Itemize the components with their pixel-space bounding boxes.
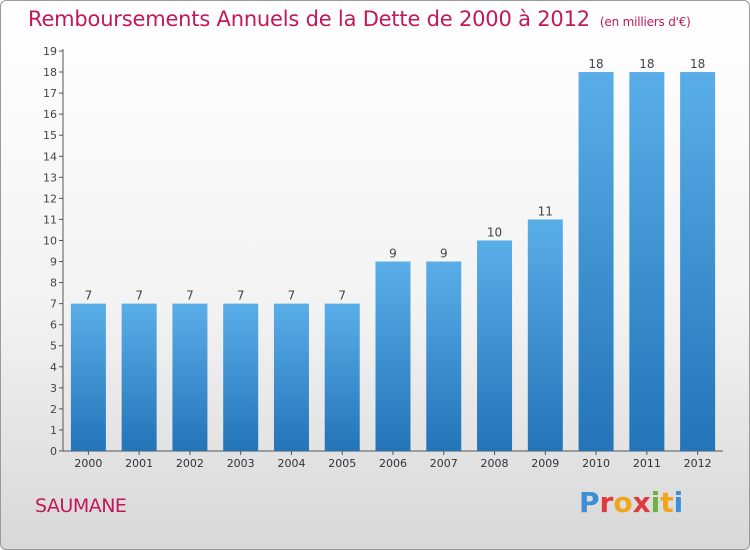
chart-data-labels: 7 7 7 7 7 7 9 9 10 11 18 18 18 xyxy=(85,57,706,303)
bar-value-label: 7 xyxy=(338,289,346,303)
x-tick-label: 2008 xyxy=(481,457,509,470)
bar-value-label: 11 xyxy=(538,204,553,218)
x-tick-label: 2009 xyxy=(531,457,559,470)
x-tick-label: 2011 xyxy=(633,457,661,470)
bar xyxy=(578,72,614,451)
bar-value-label: 7 xyxy=(288,289,296,303)
chart-title: Remboursements Annuels de la Dette de 20… xyxy=(28,7,691,31)
y-tick-label: 18 xyxy=(43,66,57,79)
bar xyxy=(273,303,309,451)
y-tick-label: 5 xyxy=(50,340,57,353)
bar-value-label: 7 xyxy=(85,289,93,303)
y-tick-label: 6 xyxy=(50,319,57,332)
bar-value-label: 7 xyxy=(186,289,194,303)
chart-unit: (en milliers d'€) xyxy=(599,15,691,29)
bar xyxy=(477,240,513,451)
x-tick-label: 2004 xyxy=(277,457,305,470)
y-tick-label: 2 xyxy=(50,403,57,416)
bar-value-label: 7 xyxy=(237,289,245,303)
y-tick-label: 17 xyxy=(43,87,57,100)
x-tick-label: 2001 xyxy=(125,457,153,470)
y-tick-label: 10 xyxy=(43,234,57,247)
y-tick-label: 3 xyxy=(50,382,57,395)
y-tick-label: 7 xyxy=(50,298,57,311)
y-tick-label: 13 xyxy=(43,171,57,184)
commune-name: SAUMANE xyxy=(35,495,127,517)
bar-value-label: 9 xyxy=(389,247,397,261)
y-tick-label: 12 xyxy=(43,192,57,205)
bar-value-label: 7 xyxy=(135,289,143,303)
y-tick-label: 19 xyxy=(43,45,57,58)
y-tick-label: 8 xyxy=(50,277,57,290)
x-tick-label: 2002 xyxy=(176,457,204,470)
bar xyxy=(121,303,157,451)
bar xyxy=(375,261,411,451)
bar xyxy=(680,72,716,451)
bar xyxy=(426,261,462,451)
y-tick-label: 4 xyxy=(50,361,57,374)
y-tick-label: 9 xyxy=(50,256,57,269)
bar xyxy=(172,303,208,451)
y-tick-label: 0 xyxy=(50,445,57,458)
y-tick-label: 14 xyxy=(43,150,57,163)
bar-value-label: 18 xyxy=(588,57,603,71)
proxiti-logo: Proxiti xyxy=(579,486,684,519)
x-tick-label: 2012 xyxy=(684,457,712,470)
bar-value-label: 10 xyxy=(487,225,502,239)
bar xyxy=(324,303,360,451)
bar xyxy=(223,303,259,451)
y-tick-label: 11 xyxy=(43,213,57,226)
y-tick-label: 1 xyxy=(50,424,57,437)
x-tick-label: 2000 xyxy=(74,457,102,470)
bar-value-label: 18 xyxy=(690,57,705,71)
y-tick-label: 16 xyxy=(43,108,57,121)
chart-title-text: Remboursements Annuels de la Dette de 20… xyxy=(28,7,590,31)
x-tick-label: 2007 xyxy=(430,457,458,470)
bar xyxy=(527,219,563,451)
x-tick-label: 2010 xyxy=(582,457,610,470)
y-tick-label: 15 xyxy=(43,129,57,142)
x-tick-label: 2005 xyxy=(328,457,356,470)
bar xyxy=(70,303,106,451)
chart-bars xyxy=(70,72,716,451)
bar-value-label: 18 xyxy=(639,57,654,71)
x-tick-label: 2003 xyxy=(227,457,255,470)
bar-value-label: 9 xyxy=(440,247,448,261)
x-tick-label: 2006 xyxy=(379,457,407,470)
bar xyxy=(629,72,665,451)
